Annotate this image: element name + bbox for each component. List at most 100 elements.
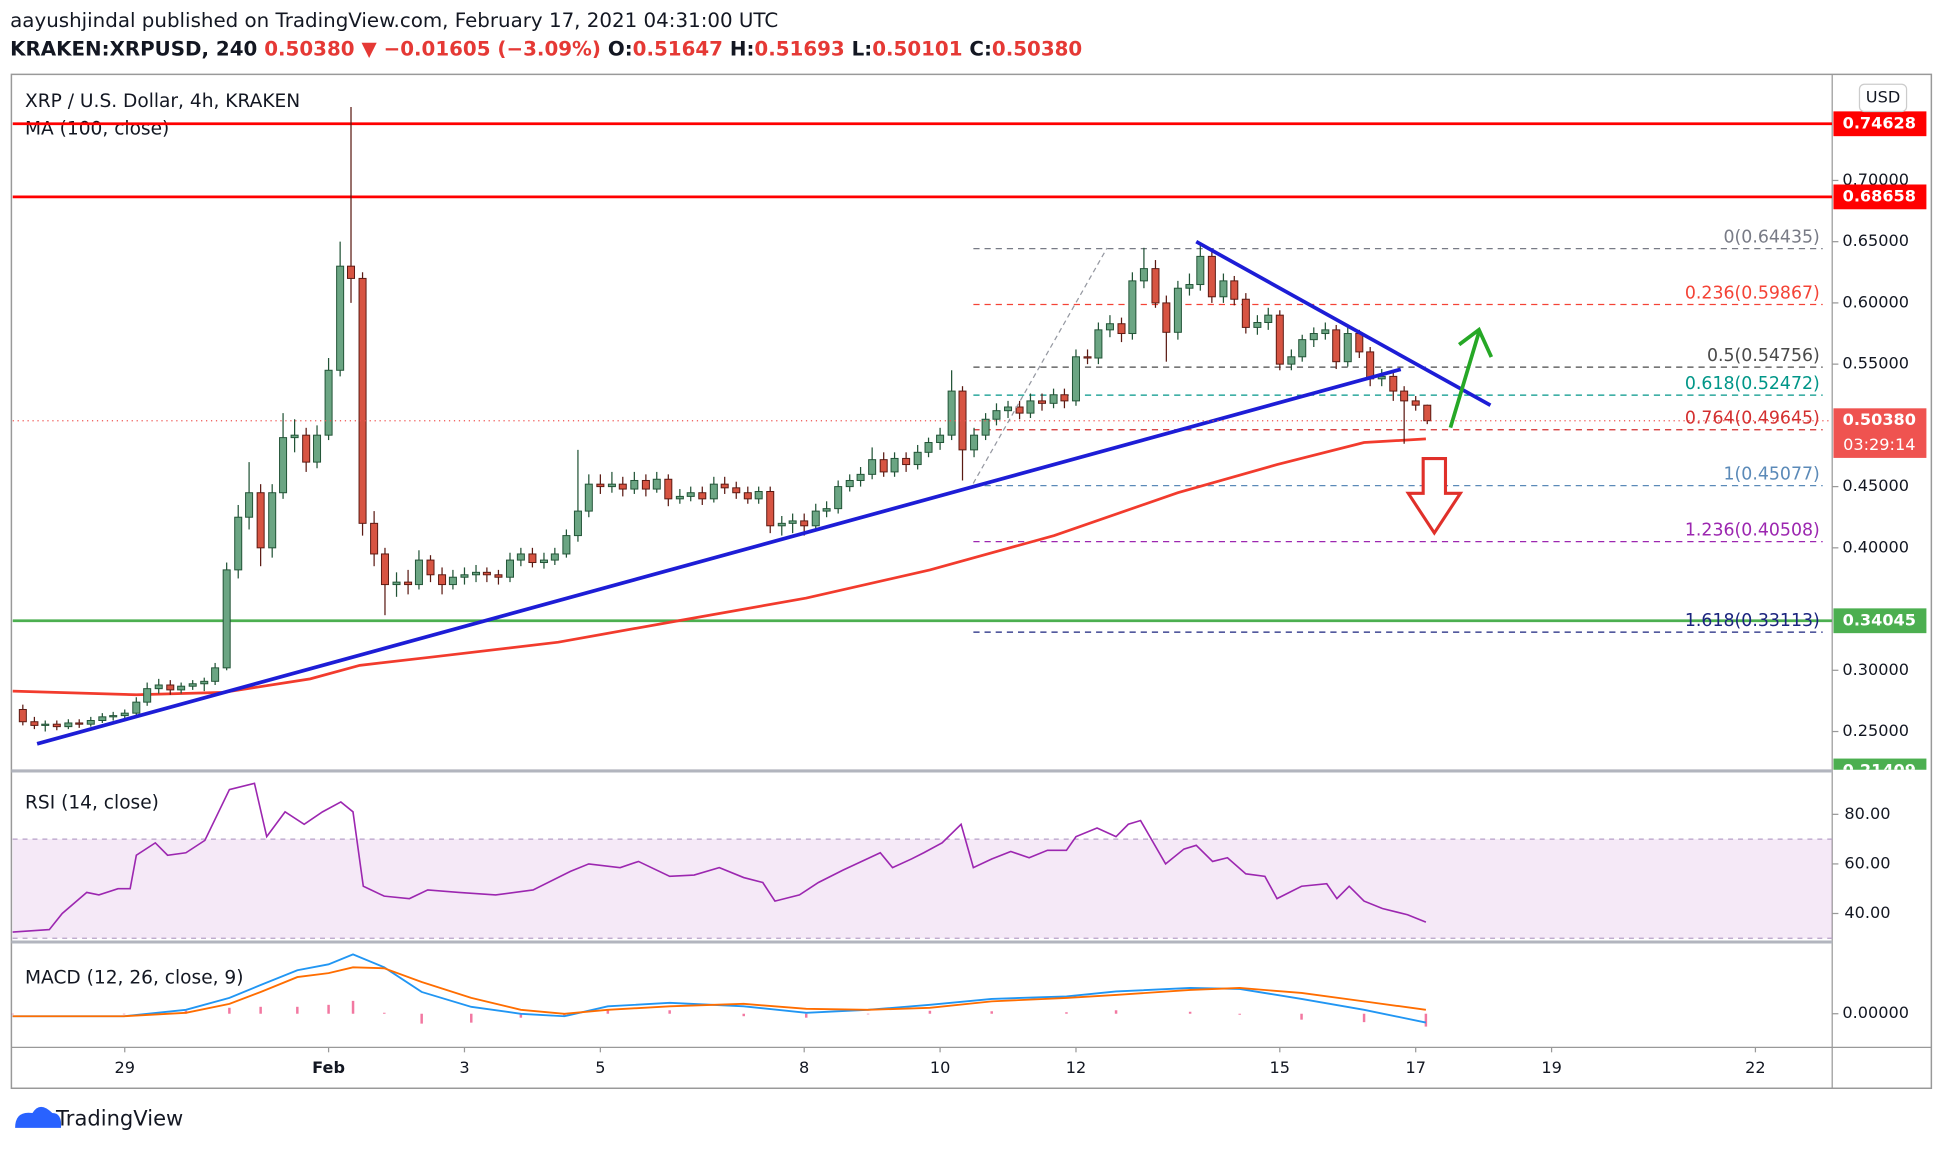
y-tick-label: 0.55000 xyxy=(1842,354,1909,373)
candle-body xyxy=(358,277,367,524)
candle-body xyxy=(573,510,582,537)
macd-histogram-bar xyxy=(470,1013,473,1023)
macd-histogram-bar xyxy=(804,1013,808,1018)
x-tick-label: 8 xyxy=(799,1058,809,1077)
candle-body xyxy=(1287,356,1296,365)
y-tick-label: 0.40000 xyxy=(1842,537,1909,556)
ohlc-key: C: xyxy=(969,37,991,60)
macd-histogram-bar xyxy=(1188,1011,1192,1014)
level-label: 0.34045 xyxy=(1843,610,1916,629)
low-label: 0.21409 xyxy=(1833,758,1927,770)
candle-body xyxy=(1196,255,1205,286)
candle-body xyxy=(868,459,877,475)
candle-body xyxy=(222,569,231,669)
candle-body xyxy=(313,434,322,463)
last-price: 0.50380 xyxy=(1843,410,1916,429)
candle-body xyxy=(472,571,481,576)
candle-body xyxy=(1321,329,1330,335)
currency-box[interactable] xyxy=(1858,83,1908,113)
candle-body xyxy=(845,479,854,488)
candle-body xyxy=(890,457,899,473)
candle-body xyxy=(766,491,775,527)
candle-body xyxy=(279,437,288,494)
macd-histogram-bar xyxy=(866,1013,870,1015)
ohlc-value: 0.51647 xyxy=(633,37,723,60)
x-tick-label: 19 xyxy=(1541,1058,1562,1077)
candle-body xyxy=(268,492,277,549)
candle-body xyxy=(777,522,786,527)
fib-label: 1(0.45077) xyxy=(1724,465,1820,485)
price-axis: 0.25000 0.30000 0.40000 0.45000 0.55000 0.600… xyxy=(1832,111,1927,770)
candle-body xyxy=(143,688,152,703)
symbol-line: KRAKEN:XRPUSD, 240 0.50380 ▼ −0.01605 (−… xyxy=(10,37,1082,60)
candle-body xyxy=(1117,323,1126,335)
candle-body xyxy=(664,478,673,500)
candle-body xyxy=(1004,406,1013,412)
rsi-line xyxy=(12,782,1427,933)
candle-body xyxy=(641,479,650,490)
macd-histogram-bar xyxy=(259,1006,262,1014)
macd-histogram-bar xyxy=(1114,1010,1118,1014)
ma-line xyxy=(12,437,1426,697)
y-tick-label: 0.70000 xyxy=(1842,170,1909,189)
candle-body xyxy=(380,553,389,586)
ohlc-key: L: xyxy=(852,37,873,60)
x-tick-label: 3 xyxy=(459,1058,469,1077)
trendline xyxy=(1195,240,1492,407)
candle-body xyxy=(584,483,593,512)
macd-histogram-bar xyxy=(11,1013,14,1015)
rsi-title: RSI (14, close) xyxy=(25,793,159,814)
macd-histogram-bar xyxy=(742,1013,745,1017)
candle-body xyxy=(448,576,457,586)
candle-body xyxy=(1105,323,1114,331)
candle-body xyxy=(302,434,311,463)
x-tick-label: 22 xyxy=(1745,1058,1766,1077)
candle-body xyxy=(958,390,967,451)
level-label: 0.68658 xyxy=(1843,186,1916,205)
candle-body xyxy=(177,685,186,691)
macd-histogram-bar xyxy=(519,1013,523,1018)
time-axis: 29 Feb 3 5 8 10 12 15 17 19 22 xyxy=(114,1047,1766,1077)
candle-body xyxy=(1060,394,1069,402)
y-tick-label: 0.25000 xyxy=(1842,721,1909,740)
candle-body xyxy=(539,559,548,564)
frame xyxy=(10,73,1933,1090)
candle-body xyxy=(256,492,265,549)
change: −0.01605 (−3.09%) xyxy=(384,37,601,60)
candle-body xyxy=(596,483,605,488)
candle-body xyxy=(1026,400,1035,414)
down-arrow xyxy=(1405,457,1464,536)
candle-body xyxy=(1219,280,1228,298)
down-triangle: ▼ xyxy=(355,37,384,60)
macd-histogram-bar xyxy=(563,1013,566,1017)
y-tick-label: 0.65000 xyxy=(1842,231,1909,250)
candle-body xyxy=(30,721,39,726)
rsi-band xyxy=(12,839,1833,939)
candle-body xyxy=(1037,400,1047,404)
macd-histogram-bar xyxy=(1238,1013,1241,1015)
ohlc-value: 0.51693 xyxy=(754,37,844,60)
candle-body xyxy=(1151,268,1160,304)
candle-body xyxy=(675,495,684,500)
last: 0.50380 xyxy=(264,37,354,60)
candle-body xyxy=(856,473,865,481)
candle-body xyxy=(1207,255,1216,298)
candle-body xyxy=(550,553,559,561)
candle-body xyxy=(1139,268,1148,282)
level-label-box xyxy=(1833,608,1927,634)
macd-pane: MACD (12, 26, close, 9) 0.00000 xyxy=(11,953,1909,1027)
candle-body xyxy=(494,574,503,578)
candle-body xyxy=(1015,406,1024,414)
currency[interactable]: USD xyxy=(1866,87,1900,106)
candle-body xyxy=(1332,329,1341,363)
candle-body xyxy=(720,483,729,489)
level-label-box xyxy=(1833,184,1927,210)
fib-label: 0.5(0.54756) xyxy=(1707,346,1820,366)
candle-body xyxy=(1411,400,1420,406)
published: published on TradingView.com, February 1… xyxy=(142,9,778,32)
macd-histogram-bar xyxy=(990,1011,993,1014)
candle-body xyxy=(1343,333,1352,363)
candle-body xyxy=(1162,302,1171,333)
x-tick-label: 10 xyxy=(930,1058,951,1077)
